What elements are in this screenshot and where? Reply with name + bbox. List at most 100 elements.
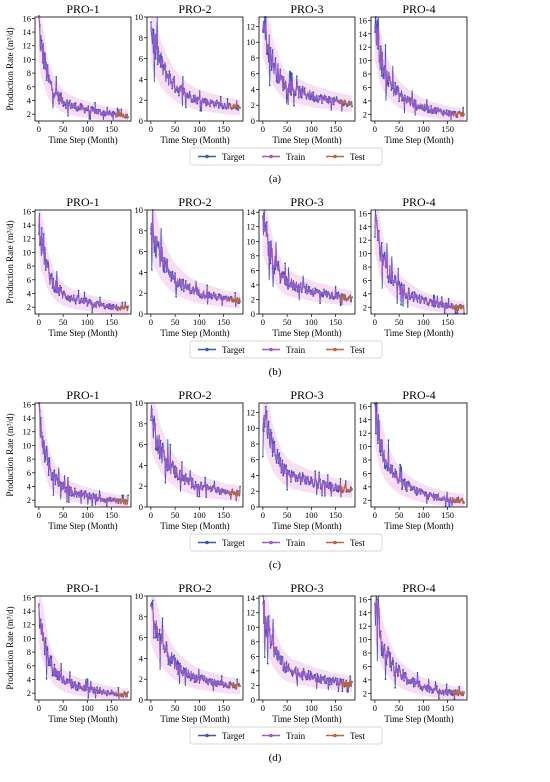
train-point <box>323 676 325 679</box>
target-point <box>398 665 400 667</box>
train-point <box>93 689 96 692</box>
train-point <box>208 102 211 105</box>
train-point <box>161 447 164 450</box>
train-point <box>314 290 317 292</box>
target-point <box>406 490 408 493</box>
train-point <box>296 289 299 292</box>
target-point <box>407 682 410 685</box>
train-point <box>289 92 292 95</box>
train-point <box>320 484 322 487</box>
target-point <box>184 106 187 109</box>
y-axis-label: Production Rate (m³/d) <box>5 606 15 689</box>
target-point <box>340 678 343 681</box>
train-point <box>206 299 209 302</box>
target-point <box>44 637 47 639</box>
train-point <box>282 85 285 87</box>
train-point <box>183 89 186 92</box>
target-point <box>127 494 129 497</box>
train-point <box>273 266 276 268</box>
train-point <box>280 76 283 78</box>
target-point <box>151 599 154 602</box>
train-point <box>209 486 212 489</box>
train-point <box>110 499 113 502</box>
target-point <box>58 102 61 105</box>
target-point <box>269 46 272 49</box>
train-point <box>379 249 382 251</box>
train-point <box>182 281 184 283</box>
series-test-line <box>339 482 353 494</box>
target-point <box>350 300 352 303</box>
train-point <box>40 232 43 235</box>
target-point <box>284 262 287 265</box>
train-point <box>426 494 429 496</box>
train-point <box>320 680 322 683</box>
train-point <box>173 80 176 83</box>
train-point <box>46 264 49 266</box>
train-point <box>440 111 443 114</box>
target-point <box>305 97 308 100</box>
train-point <box>442 497 445 500</box>
train-point <box>64 683 66 685</box>
train-point <box>283 472 286 475</box>
x-tick-label: 50 <box>283 510 292 520</box>
confidence-band <box>150 17 241 116</box>
target-point <box>376 47 379 50</box>
target-point <box>164 481 167 484</box>
train-point <box>398 92 401 95</box>
target-point <box>203 675 206 678</box>
train-point <box>199 487 202 490</box>
train-point <box>419 300 421 303</box>
subplot-title: PRO-1 <box>66 195 99 209</box>
target-point <box>324 675 326 677</box>
x-axis-label: Time Step (Month) <box>384 714 453 724</box>
target-point <box>294 480 297 483</box>
target-point <box>310 672 313 675</box>
target-point <box>108 110 111 112</box>
target-point <box>183 667 186 670</box>
train-point <box>87 106 90 109</box>
target-point <box>121 301 124 304</box>
y-tick-label: 16 <box>23 399 32 409</box>
target-point <box>171 87 174 90</box>
train-point <box>61 486 64 489</box>
train-point <box>56 93 59 96</box>
target-point <box>205 496 208 499</box>
y-tick-label: 2 <box>251 486 255 496</box>
x-axis-label: Time Step (Month) <box>384 328 453 338</box>
train-point <box>59 290 62 293</box>
target-point <box>150 268 153 271</box>
train-point <box>216 297 219 300</box>
target-point <box>345 299 348 302</box>
train-point <box>407 100 410 102</box>
target-point <box>348 100 351 103</box>
train-point <box>308 96 311 99</box>
subplot-title: PRO-2 <box>178 388 211 402</box>
series-test-line <box>116 690 129 698</box>
train-point <box>446 692 449 695</box>
target-point <box>92 492 95 495</box>
target-point <box>304 291 307 294</box>
target-point <box>299 483 302 486</box>
train-point <box>186 675 189 678</box>
target-point <box>169 664 172 667</box>
y-tick-label: 10 <box>359 249 368 259</box>
target-point <box>294 666 297 669</box>
y-tick-label: 4 <box>27 674 32 684</box>
target-point <box>262 213 265 215</box>
target-point <box>279 68 282 71</box>
target-point <box>213 291 215 294</box>
train-point <box>225 296 228 299</box>
series-train-line <box>262 215 342 301</box>
train-point <box>80 685 82 688</box>
target-point <box>45 79 48 82</box>
train-point <box>288 87 290 90</box>
target-point <box>152 29 155 31</box>
legend-target-label: Target <box>222 731 245 741</box>
x-tick-label: 0 <box>373 703 377 713</box>
train-point <box>190 485 193 488</box>
train-point <box>176 665 179 667</box>
train-point <box>424 108 427 110</box>
train-point <box>448 113 450 116</box>
train-point <box>91 686 94 689</box>
train-point <box>390 464 392 466</box>
